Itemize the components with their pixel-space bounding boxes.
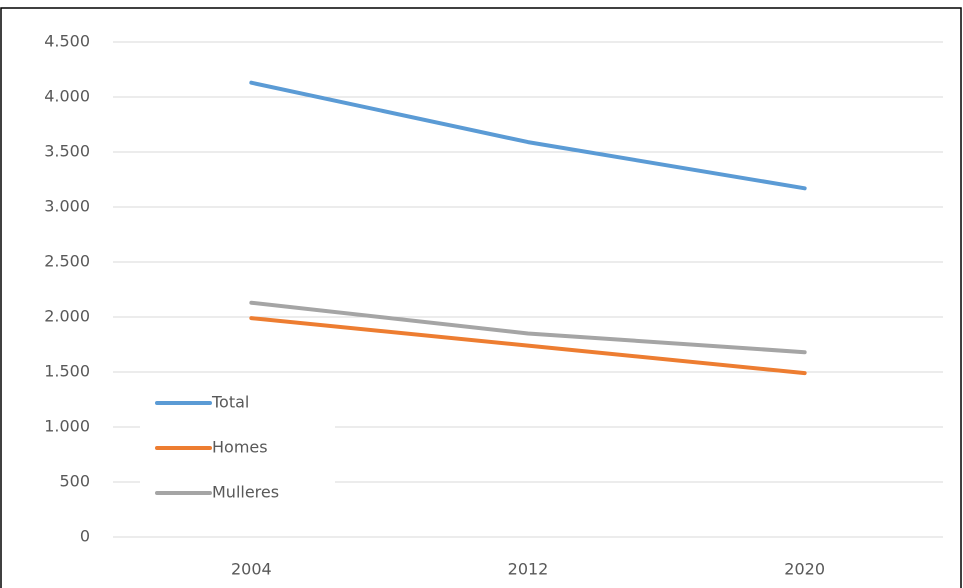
x-tick-label: 2004 xyxy=(231,560,272,579)
series-line xyxy=(249,300,807,355)
x-tick-label: 2020 xyxy=(784,560,825,579)
y-tick-label: 2.500 xyxy=(44,252,90,271)
y-tick-label: 2.000 xyxy=(44,307,90,326)
series-line xyxy=(249,316,807,376)
x-tick-label: 2012 xyxy=(508,560,549,579)
y-tick-label: 1.000 xyxy=(44,417,90,436)
legend-label: Mulleres xyxy=(212,483,279,502)
y-tick-label: 500 xyxy=(59,472,90,491)
y-tick-label: 3.000 xyxy=(44,197,90,216)
y-tick-label: 4.000 xyxy=(44,87,90,106)
series-line xyxy=(249,80,807,191)
legend-label: Total xyxy=(211,393,249,412)
legend-label: Homes xyxy=(212,438,268,457)
y-tick-label: 3.500 xyxy=(44,142,90,161)
y-tick-label: 0 xyxy=(80,527,90,546)
y-tick-label: 4.500 xyxy=(44,32,90,51)
y-tick-label: 1.500 xyxy=(44,362,90,381)
